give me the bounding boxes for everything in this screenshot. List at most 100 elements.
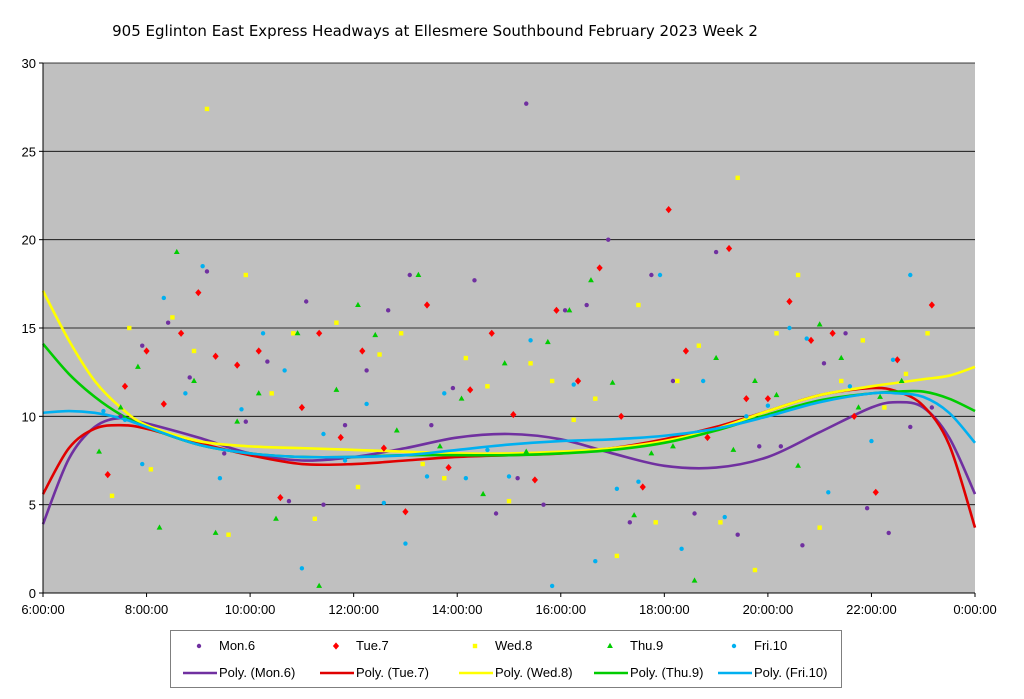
data-point-s4 <box>855 404 862 410</box>
data-point-s4 <box>816 321 823 327</box>
data-point-s4 <box>316 582 323 588</box>
data-point-s2 <box>872 488 879 496</box>
data-point-s5 <box>657 272 663 278</box>
data-point-s5 <box>549 583 555 589</box>
data-point-s3 <box>593 396 598 401</box>
data-point-s2 <box>928 301 935 309</box>
data-point-s1 <box>584 302 589 308</box>
data-point-s3 <box>398 331 404 336</box>
data-point-s4 <box>480 490 487 497</box>
data-point-s2 <box>212 352 219 360</box>
data-point-s2 <box>639 483 646 491</box>
legend-label: Fri.10 <box>754 638 788 653</box>
data-point-s3 <box>170 315 175 320</box>
data-point-s3 <box>291 331 296 336</box>
x-tick-label: 10:00:00 <box>225 602 276 617</box>
data-point-s5 <box>765 403 771 408</box>
data-point-s4 <box>173 248 180 255</box>
data-point-s1 <box>692 511 697 516</box>
data-point-s2 <box>786 297 793 306</box>
data-point-s2 <box>143 347 150 355</box>
data-point-s1 <box>929 405 935 410</box>
data-point-s1 <box>821 361 827 366</box>
x-tick-label: 16:00:00 <box>535 602 586 617</box>
data-point-s3 <box>463 355 469 361</box>
data-point-s4 <box>544 338 551 345</box>
data-point-s2 <box>160 400 167 408</box>
data-point-s4 <box>566 307 573 313</box>
data-point-s5 <box>217 475 223 481</box>
legend-label: Poly. (Wed.8) <box>495 665 573 680</box>
data-point-s2 <box>510 410 517 419</box>
data-point-s5 <box>787 325 792 331</box>
data-point-s1 <box>140 343 145 348</box>
data-point-s2 <box>104 471 111 479</box>
y-tick-label: 30 <box>22 56 36 71</box>
data-point-s4 <box>773 391 780 398</box>
data-point-s4 <box>670 443 676 449</box>
data-point-s4 <box>96 448 102 454</box>
data-point-s3 <box>549 378 555 384</box>
data-point-s5 <box>122 417 128 423</box>
x-tick-label: 14:00:00 <box>432 602 483 617</box>
data-point-s5 <box>485 447 490 453</box>
data-point-s5 <box>299 566 305 571</box>
data-point-s3 <box>752 567 758 573</box>
legend-label: Tue.7 <box>356 638 389 653</box>
data-point-s1 <box>265 359 270 364</box>
data-point-s4 <box>898 377 905 383</box>
data-point-s2 <box>764 395 771 403</box>
x-tick-label: 22:00:00 <box>846 602 897 617</box>
data-point-s2 <box>807 336 815 344</box>
data-point-s3 <box>442 475 447 481</box>
data-point-s4 <box>117 404 124 410</box>
data-point-s1 <box>541 502 546 507</box>
data-point-s3 <box>817 525 822 530</box>
data-point-s5 <box>722 514 727 520</box>
data-point-s1 <box>864 506 870 511</box>
data-point-s4 <box>191 377 197 383</box>
data-point-s1 <box>757 444 762 449</box>
data-point-s5 <box>403 541 408 546</box>
trendline-5 <box>42 391 976 459</box>
data-point-s4 <box>713 354 720 361</box>
data-point-s3 <box>127 325 132 331</box>
legend-label: Thu.9 <box>630 638 664 653</box>
data-point-s5 <box>364 401 369 407</box>
data-point-s1 <box>385 308 391 313</box>
data-point-s1 <box>204 269 210 274</box>
data-point-s1 <box>886 530 891 536</box>
plot-svg: 0 5 10 15 20 25 30 6:00:00 8:00:00 10:00:00 12:00:… <box>21 56 996 617</box>
data-point-s4 <box>437 443 443 449</box>
data-point-s1 <box>407 272 412 278</box>
data-point-s5 <box>614 486 620 491</box>
data-point-s5 <box>424 474 430 479</box>
data-point-s3 <box>653 520 658 525</box>
x-tick-label: 20:00:00 <box>743 602 794 617</box>
data-point-s5 <box>890 357 896 362</box>
data-point-s5 <box>442 391 447 396</box>
data-point-s1 <box>429 422 434 428</box>
legend-marker <box>731 643 737 649</box>
data-point-s4 <box>730 446 737 452</box>
data-point-s4 <box>609 379 616 385</box>
data-point-s2 <box>177 329 185 337</box>
data-point-s4 <box>234 418 241 424</box>
x-tick-label: 12:00:00 <box>328 602 379 617</box>
data-point-s4 <box>393 427 400 433</box>
data-point-s5 <box>463 475 469 481</box>
data-point-s2 <box>894 356 901 364</box>
data-point-s1 <box>472 278 477 283</box>
legend-label: Mon.6 <box>219 638 256 653</box>
data-point-s4 <box>458 395 465 401</box>
data-point-s2 <box>402 508 409 516</box>
data-point-s1 <box>515 475 520 481</box>
y-tick-label: 5 <box>29 498 36 513</box>
legend-label: Poly. (Tue.7) <box>356 665 429 680</box>
data-point-s3 <box>636 302 641 308</box>
data-point-s4 <box>294 330 301 336</box>
data-point-s1 <box>800 543 805 548</box>
data-point-s5 <box>700 378 706 384</box>
data-point-s5 <box>161 295 167 301</box>
data-point-s1 <box>670 378 676 384</box>
